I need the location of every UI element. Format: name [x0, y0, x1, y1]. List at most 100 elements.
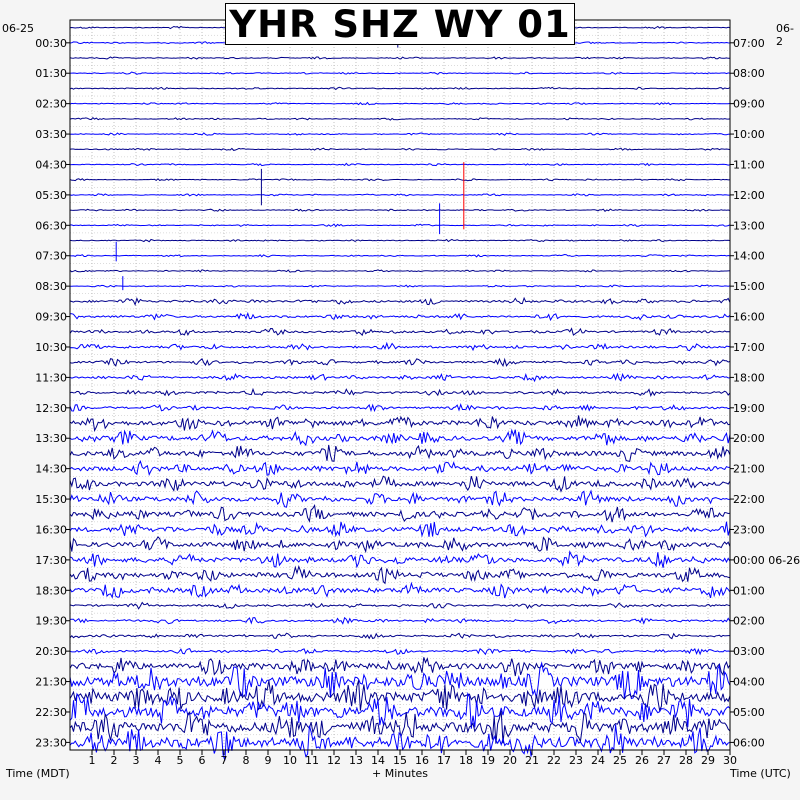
- seismic-traces: [69, 25, 731, 761]
- x-tick-label: 3: [133, 754, 140, 767]
- x-tick-label: 30: [723, 754, 737, 767]
- seismic-trace: [69, 444, 731, 462]
- x-tick-label: 29: [701, 754, 715, 767]
- seismic-trace: [69, 550, 731, 569]
- left-tick-label: 06:30: [35, 219, 67, 232]
- x-tick-label: 22: [547, 754, 561, 767]
- seismic-trace: [69, 223, 731, 228]
- left-tick-label: 07:30: [35, 250, 67, 263]
- seismic-trace: [69, 327, 731, 337]
- seismic-trace: [69, 691, 731, 729]
- seismic-trace: [69, 56, 731, 60]
- x-tick-label: 15: [393, 754, 407, 767]
- right-tick-label: 11:00: [733, 158, 765, 171]
- seismic-trace: [70, 311, 731, 322]
- seismic-trace: [69, 147, 731, 151]
- seismic-trace: [69, 341, 731, 352]
- x-axis-ticks: 1 2 3 4 5 6 7 8 9 10 11 12 13 14 15 16 17 18 19 20 21 22 23 24 2…: [89, 750, 737, 767]
- seismic-trace: [69, 208, 731, 212]
- right-tick-label: 01:00: [733, 584, 765, 597]
- x-tick-label: 18: [459, 754, 473, 767]
- left-date-label: 06-25: [2, 22, 34, 35]
- seismic-trace: [69, 193, 730, 197]
- left-tick-label: 09:30: [35, 311, 67, 324]
- x-tick-label: 26: [635, 754, 649, 767]
- x-tick-label: 9: [265, 754, 272, 767]
- x-tick-label: 19: [481, 754, 495, 767]
- left-tick-label: 18:30: [35, 584, 67, 597]
- x-tick-label: 14: [371, 754, 385, 767]
- left-tick-label: 02:30: [35, 98, 67, 111]
- seismic-trace: [69, 475, 731, 493]
- right-tick-label: 09:00: [733, 98, 765, 111]
- right-axis-label: Time (UTC): [730, 767, 791, 780]
- right-tick-label: 06:00: [733, 736, 765, 749]
- right-tick-label: 23:00: [733, 523, 765, 536]
- right-tick-label: 08:00: [733, 67, 765, 80]
- seismic-trace: [69, 601, 731, 610]
- seismic-trace: [69, 521, 731, 538]
- left-tick-label: 00:30: [35, 37, 67, 50]
- left-axis-label: Time (MDT): [6, 767, 70, 780]
- chart-title: YHR SHZ WY 01: [229, 2, 571, 46]
- left-tick-label: 12:30: [35, 402, 67, 415]
- x-tick-label: 8: [243, 754, 250, 767]
- seismic-trace: [69, 178, 731, 182]
- seismic-trace: [69, 162, 731, 167]
- x-tick-label: 1: [89, 754, 96, 767]
- left-tick-label: 20:30: [35, 645, 67, 658]
- seismic-trace: [69, 657, 731, 677]
- seismic-trace: [69, 565, 731, 585]
- left-tick-label: 23:30: [35, 736, 67, 749]
- left-tick-label: 03:30: [35, 128, 67, 141]
- x-tick-label: 28: [679, 754, 693, 767]
- right-tick-label: 16:00: [733, 311, 765, 324]
- right-tick-label: 12:00: [733, 189, 765, 202]
- x-tick-label: 21: [525, 754, 539, 767]
- x-tick-label: 25: [613, 754, 627, 767]
- right-tick-label: 03:00: [733, 645, 765, 658]
- x-tick-label: 10: [283, 754, 297, 767]
- left-tick-label: 14:30: [35, 463, 67, 476]
- right-tick-label: 10:00: [733, 128, 765, 141]
- x-tick-label: 16: [415, 754, 429, 767]
- right-tick-label: 05:00: [733, 706, 765, 719]
- right-tick-label: 18:00: [733, 371, 765, 384]
- seismic-trace: [69, 284, 731, 288]
- seismic-trace: [69, 581, 731, 599]
- seismic-trace: [69, 253, 731, 258]
- right-tick-label: 02:00: [733, 615, 765, 628]
- left-tick-label: 13:30: [35, 432, 67, 445]
- x-tick-label: 12: [327, 754, 341, 767]
- x-tick-label: 6: [199, 754, 206, 767]
- left-tick-label: 08:30: [35, 280, 67, 293]
- seismic-trace: [69, 296, 731, 307]
- grid-lines: [70, 20, 730, 750]
- x-tick-label: 7: [221, 754, 228, 767]
- right-axis-ticks: 07:00 08:00 09:00 10:00 11:00 12:00 13:00 14:00…: [730, 37, 800, 749]
- left-tick-label: 11:30: [35, 371, 67, 384]
- x-tick-label: 13: [349, 754, 363, 767]
- x-tick-label: 27: [657, 754, 671, 767]
- seismic-trace: [69, 648, 731, 656]
- right-tick-label: 04:00: [733, 676, 765, 689]
- x-tick-label: 24: [591, 754, 605, 767]
- right-tick-label: 00:00 06-26: [733, 554, 800, 567]
- right-tick-label: 13:00: [733, 219, 765, 232]
- right-tick-label: 21:00: [733, 463, 765, 476]
- right-tick-label: 14:00: [733, 250, 765, 263]
- left-tick-label: 21:30: [35, 676, 67, 689]
- seismic-trace: [69, 238, 731, 243]
- x-tick-label: 5: [177, 754, 184, 767]
- seismic-trace: [69, 357, 731, 368]
- seismic-trace: [69, 403, 731, 413]
- right-tick-label: 15:00: [733, 280, 765, 293]
- right-date-label: 06-2: [776, 22, 794, 48]
- left-tick-label: 04:30: [35, 158, 67, 171]
- seismic-trace: [69, 71, 731, 75]
- x-tick-label: 17: [437, 754, 451, 767]
- seismic-trace: [69, 616, 731, 625]
- left-tick-label: 05:30: [35, 189, 67, 202]
- seismic-trace: [69, 428, 731, 447]
